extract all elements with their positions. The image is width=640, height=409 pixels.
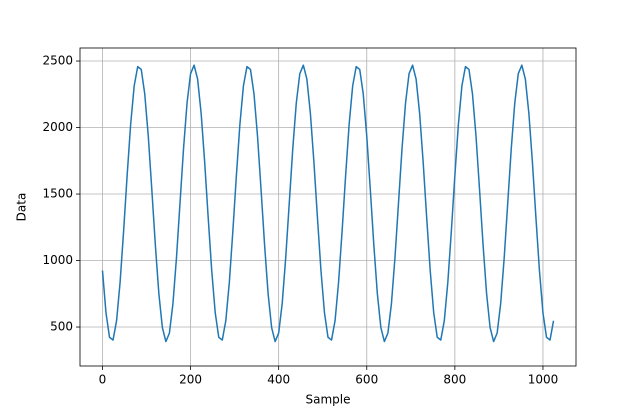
y-tick-label: 2500 xyxy=(42,54,73,68)
plot-frame xyxy=(79,47,577,367)
x-tick-label: 0 xyxy=(99,373,107,387)
y-tick-label: 2000 xyxy=(42,120,73,134)
x-tick-label: 800 xyxy=(443,373,466,387)
y-axis-label: Data xyxy=(15,193,29,222)
x-tick-label: 400 xyxy=(267,373,290,387)
x-axis-label: Sample xyxy=(306,393,351,407)
y-tick-label: 500 xyxy=(50,320,73,334)
x-tick-label: 1000 xyxy=(528,373,559,387)
x-tick-label: 200 xyxy=(179,373,202,387)
data-line xyxy=(101,64,555,343)
y-tick-label: 1500 xyxy=(42,187,73,201)
x-tick-label: 600 xyxy=(355,373,378,387)
y-tick-label: 1000 xyxy=(42,253,73,267)
